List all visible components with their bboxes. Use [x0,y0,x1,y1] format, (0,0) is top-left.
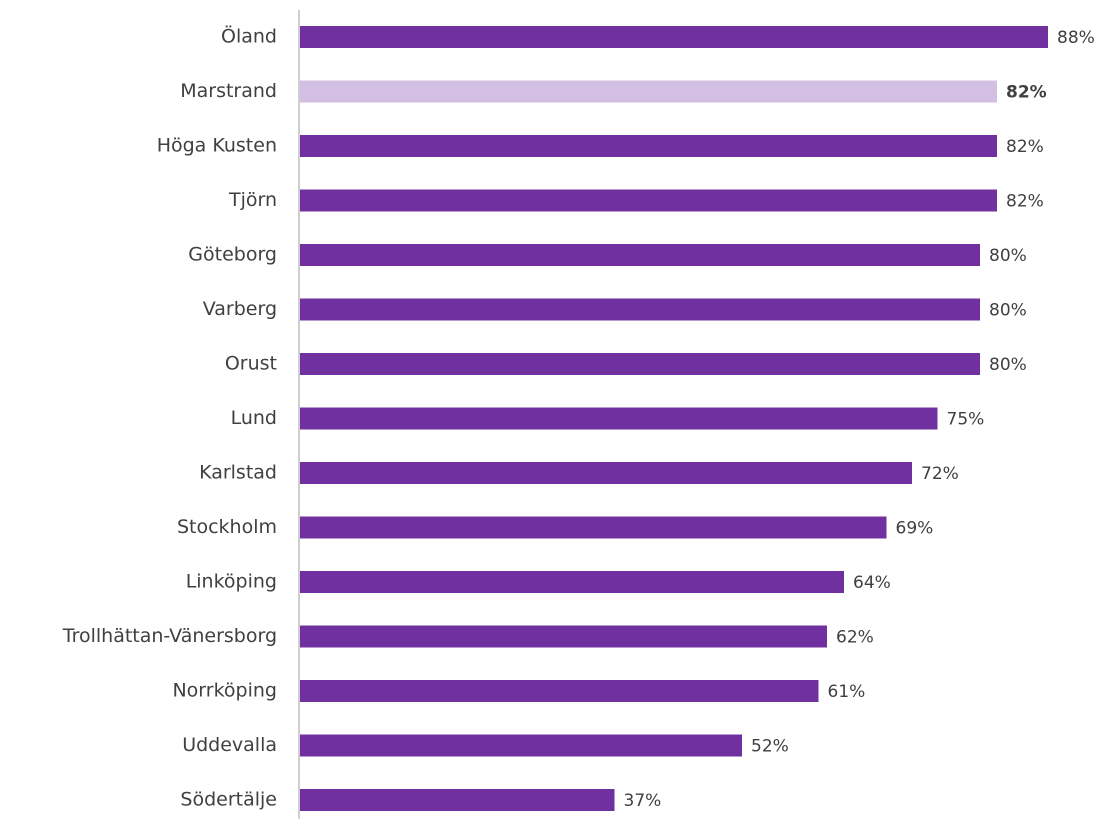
bar [300,734,742,757]
bar [300,353,980,375]
value-label: 80% [989,301,1027,321]
category-label: Södertälje [180,789,277,811]
category-label: Höga Kusten [157,135,277,157]
value-label: 75% [947,410,985,430]
value-label: 69% [896,519,934,539]
value-label: 80% [989,355,1027,375]
bar [300,516,887,539]
value-label: 80% [989,246,1027,266]
category-label: Lund [231,407,277,429]
category-label: Karlstad [199,462,277,484]
value-label: 88% [1057,28,1095,48]
category-label: Varberg [203,298,277,320]
category-label: Tjörn [228,189,277,211]
category-label: Linköping [186,571,277,593]
category-label: Göteborg [188,244,277,266]
bar [300,789,615,811]
category-label: Uddevalla [182,734,277,756]
value-label: 37% [624,791,662,811]
bar [300,244,980,266]
bar [300,571,844,593]
bar [300,26,1048,48]
category-label: Öland [221,25,277,48]
bar [300,135,997,157]
bar [300,625,827,648]
bar [300,680,819,702]
value-label: 72% [921,464,959,484]
bar [300,189,997,212]
category-label: Trollhättan-Vänersborg [62,625,277,647]
value-label: 61% [828,682,866,702]
bar [300,462,912,484]
category-label: Norrköping [172,680,277,702]
bar [300,298,980,321]
bar [300,80,997,103]
value-label: 64% [853,573,891,593]
value-label: 82% [1006,83,1047,103]
bar [300,407,938,430]
value-label: 82% [1006,192,1044,212]
category-label: Marstrand [180,80,277,102]
category-label: Orust [225,353,277,375]
value-label: 52% [751,737,789,757]
value-label: 82% [1006,137,1044,157]
value-label: 62% [836,628,874,648]
category-label: Stockholm [177,516,277,538]
